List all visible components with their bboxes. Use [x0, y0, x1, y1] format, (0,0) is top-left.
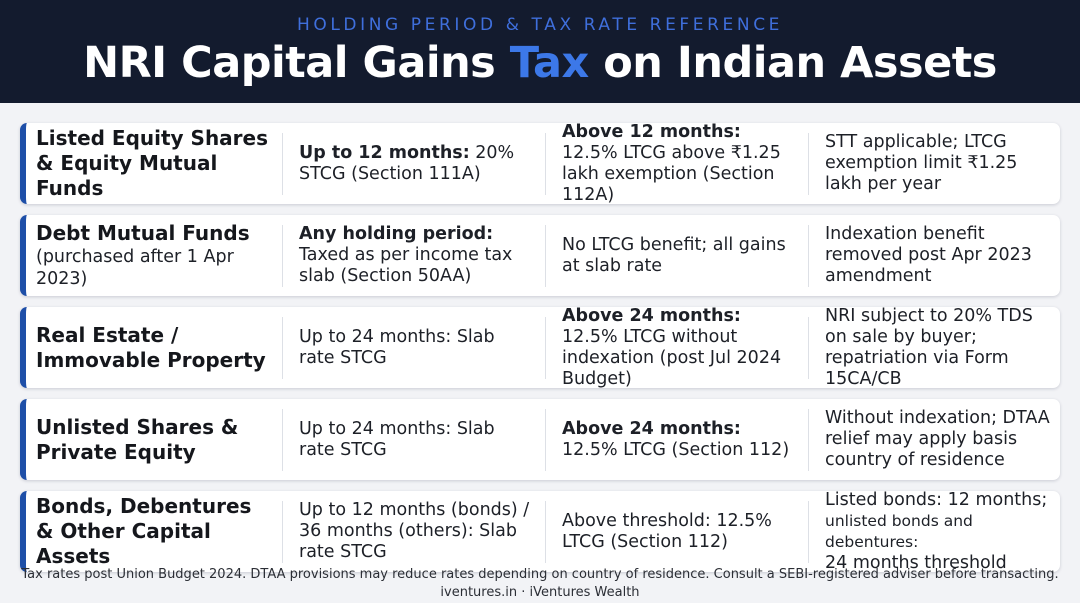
short-term-text: Any holding period: Taxed as per income …: [299, 224, 535, 287]
footer: Tax rates post Union Budget 2024. DTAA p…: [0, 566, 1080, 602]
asset-cell: Listed Equity Shares & Equity Mutual Fun…: [26, 123, 282, 204]
footer-credit: iventures.in · iVentures Wealth: [440, 585, 640, 600]
asset-name: Listed Equity Shares & Equity Mutual Fun…: [36, 126, 269, 200]
short-term-text: Up to 24 months: Slab rate STCG: [299, 326, 495, 368]
short-term-text: Up to 12 months (bonds) / 36 months (oth…: [299, 500, 530, 562]
notes-text: STT applicable; LTCG exemption limit ₹1.…: [825, 132, 1018, 194]
short-term-cell: Any holding period: Taxed as per income …: [282, 224, 545, 287]
asset-name: Real Estate / Immovable Property: [36, 322, 266, 372]
long-term-text: No LTCG benefit; all gains at slab rate: [562, 234, 786, 276]
long-term-value: 12.5% LTCG (Section 112): [562, 439, 790, 460]
asset-cell: Bonds, Debentures & Other Capital Assets: [26, 491, 282, 572]
table-row-listed-equity: Listed Equity Shares & Equity Mutual Fun…: [20, 122, 1060, 205]
notes-text: NRI subject to 20% TDS on sale by buyer;…: [825, 305, 1033, 389]
short-term-cell: Up to 12 months: 20% STCG (Section 111A): [282, 132, 545, 195]
page-title: NRI Capital Gains Tax on Indian Assets: [0, 38, 1080, 88]
notes-line-3: 24 months threshold: [825, 552, 1007, 573]
tax-table: Listed Equity Shares & Equity Mutual Fun…: [20, 122, 1060, 573]
long-term-cell: Above threshold: 12.5% LTCG (Section 112…: [545, 500, 808, 563]
long-term-cell: Above 12 months: 12.5% LTCG above ₹1.25 …: [545, 122, 808, 205]
short-term-value: 20% STCG (Section 111A): [299, 142, 515, 184]
asset-cell: Real Estate / Immovable Property: [26, 307, 282, 388]
notes-line-2: unlisted bonds and debentures:: [825, 511, 973, 551]
long-term-text: Above 12 months: 12.5% LTCG above ₹1.25 …: [562, 122, 798, 206]
notes-line-1: Listed bonds: 12 months;: [825, 489, 1048, 510]
notes-cell: NRI subject to 20% TDS on sale by buyer;…: [808, 306, 1060, 389]
short-term-label: Up to 12 months:: [299, 142, 470, 163]
asset-cell: Unlisted Shares & Private Equity: [26, 399, 282, 480]
title-pre: NRI Capital Gains: [83, 38, 510, 88]
table-row-bonds-debentures: Bonds, Debentures & Other Capital Assets…: [20, 490, 1060, 573]
notes-cell: Indexation benefit removed post Apr 2023…: [808, 224, 1060, 287]
notes-cell: Without indexation; DTAA relief may appl…: [808, 408, 1060, 471]
asset-cell: Debt Mutual Funds (purchased after 1 Apr…: [26, 215, 282, 296]
short-term-label: Any holding period:: [299, 224, 494, 244]
long-term-value: 12.5% LTCG without indexation (post Jul …: [562, 326, 782, 389]
footer-disclaimer: Tax rates post Union Budget 2024. DTAA p…: [21, 567, 1059, 582]
long-term-value: 12.5% LTCG above ₹1.25 lakh exemption (S…: [562, 142, 781, 205]
header-kicker: HOLDING PERIOD & TAX RATE REFERENCE: [296, 15, 784, 35]
short-term-text: Up to 24 months: Slab rate STCG: [299, 418, 495, 460]
long-term-label: Above 12 months:: [562, 121, 741, 142]
asset-subtitle: (purchased after 1 Apr 2023): [36, 247, 234, 289]
asset-name: Unlisted Shares & Private Equity: [36, 414, 239, 464]
asset-name: Bonds, Debentures & Other Capital Assets: [36, 494, 252, 568]
long-term-text: Above 24 months: 12.5% LTCG without inde…: [562, 306, 798, 390]
header-banner: HOLDING PERIOD & TAX RATE REFERENCE NRI …: [0, 0, 1080, 103]
table-row-real-estate: Real Estate / Immovable Property Up to 2…: [20, 306, 1060, 389]
long-term-label: Above 24 months:: [562, 418, 741, 439]
long-term-label: Above 24 months:: [562, 305, 741, 326]
table-row-unlisted-shares: Unlisted Shares & Private Equity Up to 2…: [20, 399, 1060, 480]
short-term-cell: Up to 12 months (bonds) / 36 months (oth…: [282, 500, 545, 563]
short-term-cell: Up to 24 months: Slab rate STCG: [282, 316, 545, 379]
short-term-text: Up to 12 months: 20% STCG (Section 111A): [299, 143, 535, 185]
long-term-cell: No LTCG benefit; all gains at slab rate: [545, 224, 808, 287]
notes-text: Indexation benefit removed post Apr 2023…: [825, 224, 1032, 286]
title-accent: Tax: [509, 38, 590, 88]
long-term-cell: Above 24 months: 12.5% LTCG (Section 112…: [545, 408, 808, 471]
short-term-value: Taxed as per income tax slab (Section 50…: [299, 245, 513, 286]
notes-text: Without indexation; DTAA relief may appl…: [825, 408, 1050, 470]
asset-name: Debt Mutual Funds: [36, 221, 250, 245]
notes-cell: STT applicable; LTCG exemption limit ₹1.…: [808, 132, 1060, 195]
long-term-text: Above threshold: 12.5% LTCG (Section 112…: [562, 510, 772, 552]
short-term-cell: Up to 24 months: Slab rate STCG: [282, 408, 545, 471]
title-post: on Indian Assets: [588, 38, 997, 88]
table-row-debt-mutual-funds: Debt Mutual Funds (purchased after 1 Apr…: [20, 215, 1060, 296]
long-term-text: Above 24 months: 12.5% LTCG (Section 112…: [562, 419, 798, 461]
notes-cell: Listed bonds: 12 months; unlisted bonds …: [808, 490, 1060, 573]
long-term-cell: Above 24 months: 12.5% LTCG without inde…: [545, 306, 808, 389]
